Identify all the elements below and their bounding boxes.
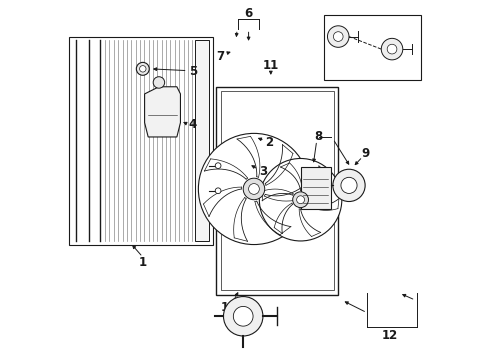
Circle shape xyxy=(233,306,253,326)
Text: 6: 6 xyxy=(245,7,253,20)
Text: 4: 4 xyxy=(189,118,197,131)
Circle shape xyxy=(198,134,310,244)
Bar xyxy=(324,15,421,80)
Text: 12: 12 xyxy=(382,329,398,342)
Polygon shape xyxy=(145,87,180,137)
Circle shape xyxy=(215,188,221,194)
Circle shape xyxy=(259,158,342,241)
Circle shape xyxy=(333,32,343,41)
Circle shape xyxy=(387,44,397,54)
Circle shape xyxy=(381,39,403,60)
Circle shape xyxy=(333,169,365,202)
Circle shape xyxy=(327,26,349,47)
Circle shape xyxy=(248,184,259,194)
Bar xyxy=(69,37,213,244)
Circle shape xyxy=(153,77,165,88)
Circle shape xyxy=(341,177,357,193)
Circle shape xyxy=(136,62,149,75)
Text: 10: 10 xyxy=(220,301,237,314)
Text: 1: 1 xyxy=(139,256,147,269)
Bar xyxy=(300,167,331,209)
Bar xyxy=(195,40,209,241)
Circle shape xyxy=(215,163,221,168)
Bar xyxy=(220,91,334,291)
Bar xyxy=(216,87,338,295)
Circle shape xyxy=(296,196,304,204)
Text: 9: 9 xyxy=(361,147,369,159)
Text: 7: 7 xyxy=(216,50,224,63)
Text: 3: 3 xyxy=(259,165,267,177)
Text: 8: 8 xyxy=(315,130,322,144)
Circle shape xyxy=(140,66,146,72)
Text: 2: 2 xyxy=(265,136,273,149)
Text: 11: 11 xyxy=(263,59,279,72)
Circle shape xyxy=(243,178,265,200)
Text: 5: 5 xyxy=(189,65,197,78)
Circle shape xyxy=(223,297,263,336)
Circle shape xyxy=(293,192,309,208)
